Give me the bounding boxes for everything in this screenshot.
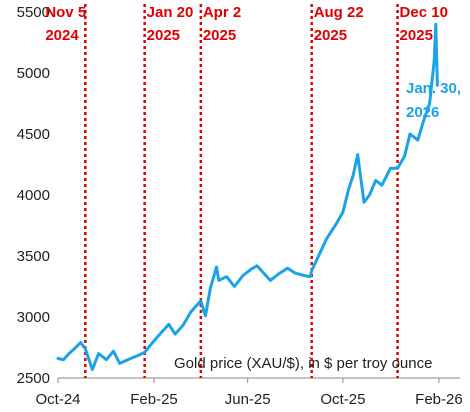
event-label-line2: 2025 — [203, 27, 236, 44]
event-label-line1: Nov 5 — [45, 4, 86, 21]
chart-caption: Gold price (XAU/$), in $ per troy ounce — [174, 355, 432, 372]
y-tick-label: 2500 — [17, 370, 50, 387]
x-tick-label: Feb-26 — [415, 391, 463, 408]
y-tick-label: 4000 — [17, 187, 50, 204]
y-axis-tick-labels: 2500 3000 3500 4000 4500 5000 5500 — [17, 4, 50, 387]
x-tick-label: Oct-24 — [35, 391, 80, 408]
y-tick-label: 3500 — [17, 248, 50, 265]
event-label-line1: Jan 20 — [147, 4, 194, 21]
x-tick-label: Jun-25 — [225, 391, 271, 408]
x-axis: Oct-24 Feb-25 Jun-25 Oct-25 Feb-26 — [35, 377, 463, 408]
event-label-line2: 2025 — [314, 27, 347, 44]
y-tick-label: 3000 — [17, 309, 50, 326]
y-tick-label: 4500 — [17, 126, 50, 143]
event-markers: Nov 5 2024 Jan 20 2025 Apr 2 2025 Aug 22 2025 De… — [45, 4, 448, 378]
event-label-line1: Dec 10 — [400, 4, 448, 21]
y-tick-label: 5000 — [17, 65, 50, 82]
event-label-line2: 2024 — [45, 27, 79, 44]
event-label-line2: 2025 — [400, 27, 433, 44]
event-label-line1: Apr 2 — [203, 4, 241, 21]
gold-price-series-line — [56, 22, 439, 371]
end-label-line1: Jan. 30, — [406, 80, 461, 97]
event-label-line1: Aug 22 — [314, 4, 364, 21]
end-annotation: Jan. 30, 2026 — [406, 80, 461, 121]
x-tick-label: Oct-25 — [320, 391, 365, 408]
end-label-line2: 2026 — [406, 104, 439, 121]
event-label-line2: 2025 — [147, 27, 180, 44]
y-tick-label: 5500 — [17, 4, 50, 21]
x-tick-label: Feb-25 — [130, 391, 178, 408]
